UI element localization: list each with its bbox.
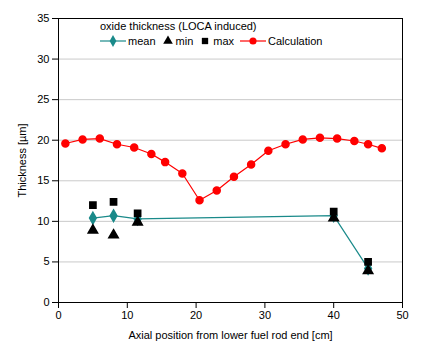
svg-text:25: 25 (37, 93, 49, 105)
svg-text:Axial position from lower fuel: Axial position from lower fuel rod end [… (128, 329, 332, 341)
html-text:oxide thickness (LOCA induced): oxide thickness (LOCA induced) (100, 20, 257, 32)
svg-text:40: 40 (328, 309, 340, 321)
svg-text:20: 20 (190, 309, 202, 321)
svg-text:35: 35 (37, 12, 49, 24)
html-text:min: min (175, 35, 194, 47)
svg-text:30: 30 (259, 309, 271, 321)
svg-text:0: 0 (55, 309, 61, 321)
svg-text:5: 5 (43, 255, 49, 267)
html-text:mean: mean (128, 35, 156, 47)
svg-text:20: 20 (37, 134, 49, 146)
svg-text:10: 10 (37, 215, 49, 227)
svg-text:10: 10 (121, 309, 133, 321)
html-text:Calculation: Calculation (268, 35, 323, 47)
svg-text:30: 30 (37, 53, 49, 65)
svg-text:50: 50 (396, 309, 408, 321)
html-text:max: max (213, 35, 234, 47)
svg-text:15: 15 (37, 174, 49, 186)
svg-text:0: 0 (43, 296, 49, 308)
svg-text:Thickness [µm]: Thickness [µm] (16, 123, 28, 197)
